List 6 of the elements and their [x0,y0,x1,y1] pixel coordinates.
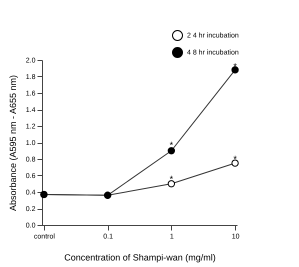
annotation: * [170,140,174,150]
x-axis-title: Concentration of Shampi-wan (mg/ml) [64,252,216,262]
annotation: * [233,154,238,164]
annotation: * [170,174,174,184]
annotation: * [233,62,238,72]
y-axis-title: Absorbance (A595 nm - A655 nm) [8,74,18,212]
